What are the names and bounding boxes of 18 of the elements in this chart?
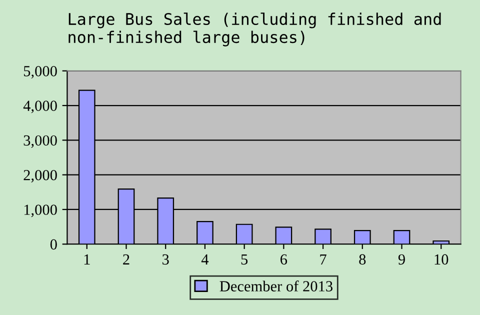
x-tick-label: 10 [434, 254, 448, 265]
y-tick-label: 5,000 [24, 66, 57, 79]
y-tick-label: 0 [50, 239, 57, 250]
x-tick-label: 6 [280, 254, 288, 265]
x-tick-label: 8 [359, 254, 366, 265]
legend-label: December of 2013 [220, 280, 332, 292]
x-tick-label: 5 [241, 254, 248, 265]
x-tick-label: 4 [201, 254, 209, 264]
y-tick-label: 3,000 [24, 135, 57, 148]
y-tick-label: 2,000 [24, 170, 57, 182]
x-tick-label: 3 [162, 254, 169, 265]
x-tick-label: 2 [123, 254, 130, 264]
x-tick-label: 7 [320, 254, 326, 264]
chart-title: Large Bus Sales (including finished and non-finished large buses) [68, 12, 441, 46]
y-tick-label: 1,000 [24, 204, 57, 218]
x-tick-label: 9 [398, 254, 405, 265]
x-tick-label: 1 [84, 254, 90, 264]
y-tick-label: 4,000 [23, 100, 57, 114]
